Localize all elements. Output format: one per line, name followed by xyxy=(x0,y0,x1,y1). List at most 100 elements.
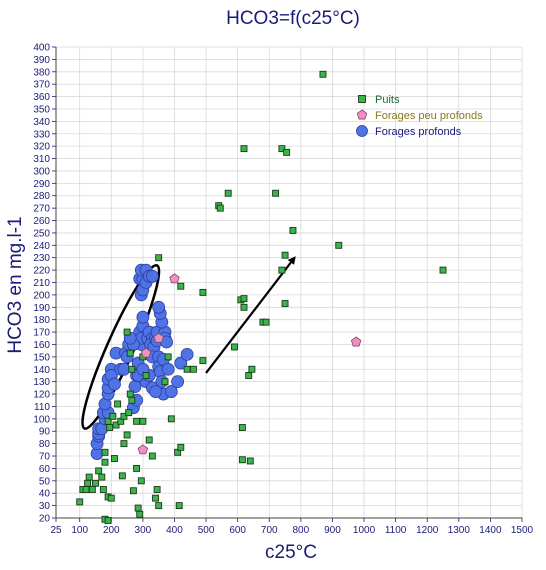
grid xyxy=(55,46,523,519)
y-tick-label: 360 xyxy=(33,92,50,103)
puits-point xyxy=(262,318,270,326)
y-tick-label: 380 xyxy=(33,67,50,78)
puits-point xyxy=(216,204,224,212)
trend-arrow xyxy=(205,256,296,374)
x-tick-label: 1500 xyxy=(511,525,534,536)
y-tick-label: 320 xyxy=(33,142,50,153)
y-tick-label: 140 xyxy=(33,365,50,376)
x-tick-label: 600 xyxy=(229,525,246,536)
forages-profonds-point xyxy=(171,375,185,389)
puits-point xyxy=(240,295,248,303)
legend-marker-puits xyxy=(358,95,366,103)
puits-point xyxy=(136,510,144,518)
y-tick-label: 170 xyxy=(33,328,50,339)
y-tick-label: 200 xyxy=(33,290,50,301)
y-tick-label: 300 xyxy=(33,166,50,177)
forages-profonds-point xyxy=(136,310,150,324)
x-tick-label: 200 xyxy=(103,525,120,536)
puits-point xyxy=(104,417,112,425)
legend-marker-forages-peu-profonds xyxy=(356,109,368,120)
puits-point xyxy=(283,148,291,156)
x-tick-label: 1300 xyxy=(448,525,471,536)
x-tick-label: 1400 xyxy=(479,525,502,536)
y-tick-label: 250 xyxy=(33,228,50,239)
y-axis-label: HCO3 en mg.l-1 xyxy=(5,216,26,353)
legend-label-puits: Puits xyxy=(375,94,400,106)
puits-point xyxy=(139,417,147,425)
puits-point xyxy=(125,409,133,417)
puits-point xyxy=(183,365,191,373)
puits-point xyxy=(114,400,122,408)
puits-point xyxy=(272,189,280,197)
puits-point xyxy=(335,241,343,249)
y-tick-label: 50 xyxy=(39,476,51,487)
x-tick-label: 100 xyxy=(71,525,88,536)
y-tick-label: 90 xyxy=(39,427,51,438)
puits-point xyxy=(281,251,289,259)
puits-point xyxy=(128,396,136,404)
puits-point xyxy=(199,288,207,296)
puits-point xyxy=(238,456,246,464)
puits-point xyxy=(82,486,90,493)
y-tick-label: 260 xyxy=(33,216,50,227)
x-axis-label: c25°C xyxy=(265,542,317,563)
legend-marker-forages-profonds xyxy=(356,125,368,137)
x-tick-label: 1100 xyxy=(385,525,407,536)
puits-point xyxy=(278,145,286,153)
puits-point xyxy=(110,455,118,462)
y-tick-label: 120 xyxy=(33,390,50,401)
puits-point xyxy=(281,300,289,308)
forages-profonds-point xyxy=(117,362,131,376)
y-tick-label: 350 xyxy=(33,104,50,115)
puits-point xyxy=(167,415,175,423)
puits-point xyxy=(95,467,103,475)
puits-point xyxy=(123,328,131,336)
y-tick-label: 20 xyxy=(39,514,51,525)
forages-profonds-point xyxy=(145,269,159,283)
forages-peu-profonds-point xyxy=(140,347,152,358)
puits-point xyxy=(106,424,114,431)
y-tick-label: 240 xyxy=(33,241,50,252)
forages-profonds-point xyxy=(161,362,175,376)
puits-point xyxy=(85,473,93,481)
puits-point xyxy=(84,479,92,487)
puits-point xyxy=(109,412,117,420)
y-tick-label: 40 xyxy=(39,489,51,500)
x-tick-label: 900 xyxy=(324,525,341,536)
y-tick-label: 370 xyxy=(33,80,50,91)
puits-point xyxy=(133,417,141,425)
forages-peu-profonds-point xyxy=(153,332,164,343)
y-tick-label: 70 xyxy=(39,452,51,463)
y-tick-label: 400 xyxy=(33,43,50,54)
legend: Puits Forages peu profonds Forages profond… xyxy=(356,94,483,138)
puits-point xyxy=(177,282,185,290)
y-tick-label: 180 xyxy=(33,315,50,326)
puits-point xyxy=(240,145,248,153)
puits-point xyxy=(118,472,126,480)
y-tick-label: 220 xyxy=(33,266,50,277)
y-tick-label: 290 xyxy=(33,179,50,190)
puits-point xyxy=(248,365,256,373)
puits-point xyxy=(134,504,142,512)
puits-point xyxy=(76,498,84,506)
puits-point xyxy=(101,448,109,456)
y-tick-label: 280 xyxy=(33,191,50,202)
x-tick-label: 500 xyxy=(198,525,215,536)
y-tick-label: 230 xyxy=(33,253,50,264)
y-tick-label: 60 xyxy=(39,464,51,475)
puits-point xyxy=(246,457,254,465)
tick-labels: 2030405060708090100110120130140150160170… xyxy=(33,43,533,537)
puits-point xyxy=(289,226,297,234)
puits-point xyxy=(126,390,134,398)
puits-point xyxy=(189,365,197,373)
puits-point xyxy=(155,502,163,510)
puits-point xyxy=(98,473,106,481)
puits-point xyxy=(175,502,183,510)
y-tick-label: 390 xyxy=(33,55,50,66)
forages-peu-profonds-point xyxy=(169,273,180,284)
y-tick-label: 100 xyxy=(33,414,50,425)
puits-point xyxy=(142,372,150,379)
puits-point xyxy=(161,378,169,386)
puits-point xyxy=(153,486,161,493)
